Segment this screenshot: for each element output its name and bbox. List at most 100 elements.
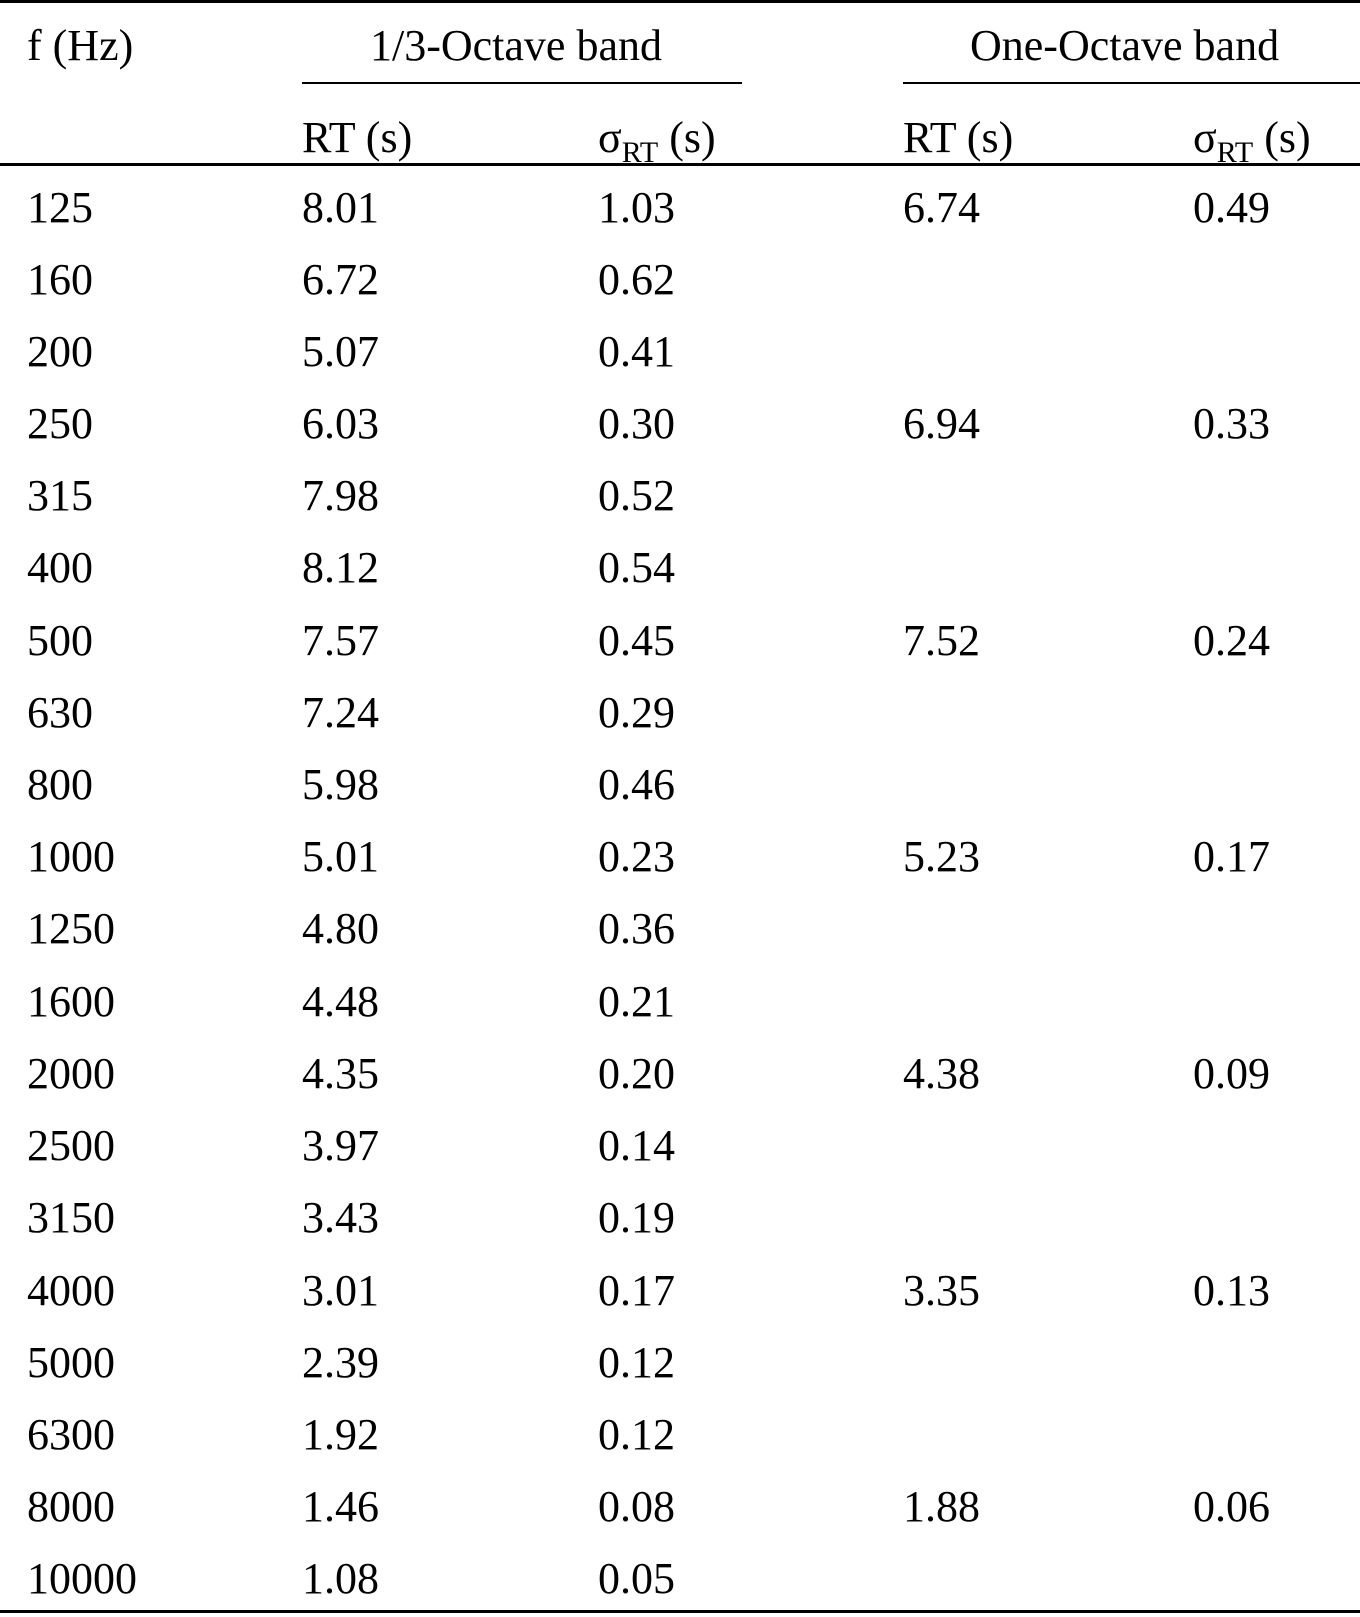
one-octave-sigma-cell: 0.06	[1193, 1482, 1270, 1531]
table-row: 3150 3.43 0.19	[0, 1184, 1360, 1256]
third-octave-rt-cell: 7.98	[302, 471, 379, 520]
third-octave-sigma-cell: 0.14	[598, 1121, 675, 1170]
frequency-cell: 400	[27, 543, 93, 592]
one-octave-group-rule	[903, 82, 1360, 84]
third-octave-rt-header: RT (s)	[302, 113, 413, 162]
table-row: 250 6.03 0.30 6.94 0.33	[0, 390, 1360, 462]
one-octave-rt-cell: 7.52	[903, 616, 980, 665]
table-row: 800 5.98 0.46	[0, 751, 1360, 823]
third-octave-sigma-cell: 0.30	[598, 399, 675, 448]
third-octave-rt-cell: 5.01	[302, 832, 379, 881]
sigma-symbol: σ	[1193, 113, 1217, 162]
one-octave-sigma-cell: 0.09	[1193, 1049, 1270, 1098]
frequency-cell: 4000	[27, 1266, 115, 1315]
frequency-cell: 1250	[27, 904, 115, 953]
third-octave-rt-cell: 4.35	[302, 1049, 379, 1098]
table-bottom-rule	[0, 1610, 1360, 1613]
third-octave-sigma-cell: 0.36	[598, 904, 675, 953]
third-octave-sigma-cell: 1.03	[598, 183, 675, 232]
frequency-cell: 2500	[27, 1121, 115, 1170]
third-octave-sigma-cell: 0.17	[598, 1266, 675, 1315]
table-row: 2500 3.97 0.14	[0, 1112, 1360, 1184]
frequency-cell: 8000	[27, 1482, 115, 1531]
one-octave-rt-cell: 3.35	[903, 1266, 980, 1315]
sigma-subscript: RT	[621, 136, 659, 169]
one-octave-sigma-cell: 0.13	[1193, 1266, 1270, 1315]
table-row: 500 7.57 0.45 7.52 0.24	[0, 607, 1360, 679]
third-octave-rt-cell: 7.57	[302, 616, 379, 665]
third-octave-sigma-cell: 0.21	[598, 977, 675, 1026]
sigma-symbol: σ	[598, 113, 622, 162]
third-octave-sigma-cell: 0.05	[598, 1554, 675, 1603]
frequency-cell: 6300	[27, 1410, 115, 1459]
table-row: 160 6.72 0.62	[0, 246, 1360, 318]
one-octave-rt-cell: 6.74	[903, 183, 980, 232]
frequency-cell: 10000	[27, 1554, 137, 1603]
table-row: 8000 1.46 0.08 1.88 0.06	[0, 1473, 1360, 1545]
third-octave-rt-cell: 3.43	[302, 1193, 379, 1242]
frequency-cell: 160	[27, 255, 93, 304]
table-row: 200 5.07 0.41	[0, 318, 1360, 390]
third-octave-rt-cell: 7.24	[302, 688, 379, 737]
frequency-cell: 630	[27, 688, 93, 737]
sigma-unit: (s)	[1253, 113, 1311, 162]
third-octave-rt-cell: 1.92	[302, 1410, 379, 1459]
frequency-cell: 500	[27, 616, 93, 665]
third-octave-sigma-cell: 0.29	[598, 688, 675, 737]
frequency-cell: 5000	[27, 1338, 115, 1387]
header-bottom-rule	[0, 163, 1360, 166]
third-octave-sigma-cell: 0.12	[598, 1338, 675, 1387]
one-octave-rt-cell: 5.23	[903, 832, 980, 881]
third-octave-rt-cell: 3.01	[302, 1266, 379, 1315]
third-octave-group-rule	[302, 82, 742, 84]
table-row: 315 7.98 0.52	[0, 462, 1360, 534]
sigma-subscript: RT	[1216, 136, 1254, 169]
one-octave-rt-cell: 4.38	[903, 1049, 980, 1098]
frequency-cell: 3150	[27, 1193, 115, 1242]
third-octave-sigma-cell: 0.54	[598, 543, 675, 592]
table-row: 4000 3.01 0.17 3.35 0.13	[0, 1257, 1360, 1329]
table-row: 1250 4.80 0.36	[0, 895, 1360, 967]
one-octave-rt-cell: 6.94	[903, 399, 980, 448]
table-row: 1600 4.48 0.21	[0, 968, 1360, 1040]
third-octave-rt-cell: 5.98	[302, 760, 379, 809]
table-row: 6300 1.92 0.12	[0, 1401, 1360, 1473]
third-octave-group-header: 1/3-Octave band	[370, 21, 662, 70]
third-octave-sigma-cell: 0.08	[598, 1482, 675, 1531]
third-octave-sigma-cell: 0.62	[598, 255, 675, 304]
table-row: 5000 2.39 0.12	[0, 1329, 1360, 1401]
third-octave-rt-cell: 3.97	[302, 1121, 379, 1170]
one-octave-rt-header: RT (s)	[903, 113, 1014, 162]
third-octave-rt-cell: 2.39	[302, 1338, 379, 1387]
third-octave-rt-cell: 1.08	[302, 1554, 379, 1603]
third-octave-rt-cell: 6.03	[302, 399, 379, 448]
third-octave-rt-cell: 5.07	[302, 327, 379, 376]
third-octave-sigma-cell: 0.45	[598, 616, 675, 665]
table-row: 400 8.12 0.54	[0, 534, 1360, 606]
table-row: 630 7.24 0.29	[0, 679, 1360, 751]
third-octave-rt-cell: 1.46	[302, 1482, 379, 1531]
table-top-rule	[0, 0, 1360, 3]
frequency-cell: 125	[27, 183, 93, 232]
frequency-cell: 250	[27, 399, 93, 448]
frequency-cell: 315	[27, 471, 93, 520]
one-octave-sigma-cell: 0.24	[1193, 616, 1270, 665]
frequency-cell: 2000	[27, 1049, 115, 1098]
frequency-cell: 1000	[27, 832, 115, 881]
third-octave-rt-cell: 4.80	[302, 904, 379, 953]
one-octave-sigma-cell: 0.49	[1193, 183, 1270, 232]
third-octave-sigma-cell: 0.52	[598, 471, 675, 520]
frequency-cell: 1600	[27, 977, 115, 1026]
one-octave-rt-cell: 1.88	[903, 1482, 980, 1531]
third-octave-sigma-cell: 0.41	[598, 327, 675, 376]
one-octave-sigma-header: σRT (s)	[1193, 112, 1311, 168]
third-octave-rt-cell: 4.48	[302, 977, 379, 1026]
third-octave-sigma-header: σRT (s)	[598, 112, 716, 168]
table-row: 10000 1.08 0.05	[0, 1545, 1360, 1617]
third-octave-sigma-cell: 0.19	[598, 1193, 675, 1242]
frequency-cell: 200	[27, 327, 93, 376]
sigma-unit: (s)	[658, 113, 716, 162]
table-row: 2000 4.35 0.20 4.38 0.09	[0, 1040, 1360, 1112]
one-octave-sigma-cell: 0.33	[1193, 399, 1270, 448]
